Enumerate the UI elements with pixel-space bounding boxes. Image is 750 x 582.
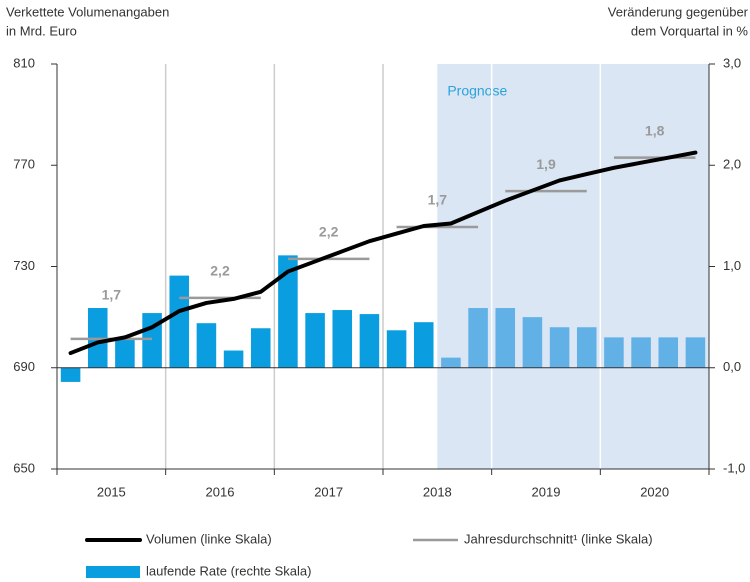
- rate-bar: [495, 308, 516, 368]
- legend-label: Volumen (linke Skala): [146, 531, 272, 546]
- y2-tick-label: 2,0: [723, 157, 741, 172]
- rate-bar: [658, 337, 679, 368]
- rate-bar: [386, 330, 407, 368]
- rate-bar: [631, 337, 651, 368]
- x-tick-label: 2018: [423, 484, 452, 499]
- legend-label: Jahresdurchschnitt¹ (linke Skala): [464, 531, 653, 546]
- x-tick-label: 2019: [532, 484, 561, 499]
- rate-bar: [522, 317, 543, 368]
- rate-bar: [468, 308, 488, 368]
- rate-bar: [685, 337, 706, 368]
- annual-growth-label: 1,7: [428, 192, 448, 208]
- legend-label: laufende Rate (rechte Skala): [146, 563, 311, 578]
- rate-bar: [359, 314, 380, 368]
- legend-swatch: [86, 566, 140, 578]
- y2-tick-label: -1,0: [723, 460, 745, 475]
- y-tick-label: 650: [13, 460, 35, 475]
- x-tick-label: 2017: [314, 484, 343, 499]
- rate-bar: [278, 255, 298, 368]
- y2-tick-label: 0,0: [723, 359, 741, 374]
- rate-bar: [196, 323, 217, 368]
- rate-bar: [115, 339, 135, 368]
- rate-bar: [223, 350, 244, 368]
- annual-growth-label: 2,2: [319, 224, 339, 240]
- rate-bar: [305, 313, 325, 368]
- rate-bar: [549, 327, 570, 368]
- y-tick-label: 770: [13, 157, 35, 172]
- forecast-area: [437, 64, 709, 469]
- y-tick-label: 810: [13, 55, 35, 70]
- annual-growth-label: 1,9: [536, 156, 556, 172]
- rate-bar: [413, 322, 434, 368]
- y-tick-label: 690: [13, 359, 35, 374]
- rate-bar: [441, 357, 461, 368]
- y2-tick-label: 3,0: [723, 55, 741, 70]
- y-tick-label: 730: [13, 258, 35, 273]
- annual-growth-label: 2,2: [210, 263, 230, 279]
- x-tick-label: 2016: [206, 484, 235, 499]
- annual-growth-label: 1,7: [102, 287, 122, 303]
- rate-bar: [169, 275, 190, 368]
- rate-bar: [250, 328, 271, 368]
- y-axis-title: in Mrd. Euro: [6, 23, 77, 38]
- rate-bar: [332, 310, 353, 368]
- volume-line: [68, 150, 698, 356]
- y-axis-title: Verkettete Volumenangaben: [6, 4, 169, 19]
- rate-bar: [576, 327, 597, 368]
- rate-bar: [60, 367, 81, 382]
- y2-axis-title: Veränderung gegenüber: [608, 4, 749, 19]
- y2-tick-label: 1,0: [723, 258, 741, 273]
- rate-bar: [604, 337, 624, 368]
- annual-growth-label: 1,8: [645, 122, 665, 138]
- x-tick-label: 2020: [640, 484, 669, 499]
- x-tick-label: 2015: [97, 484, 126, 499]
- y2-axis-title: dem Vorquartal in %: [631, 23, 749, 38]
- forecast-label: Prognose: [447, 83, 507, 99]
- rate-bar: [142, 313, 162, 368]
